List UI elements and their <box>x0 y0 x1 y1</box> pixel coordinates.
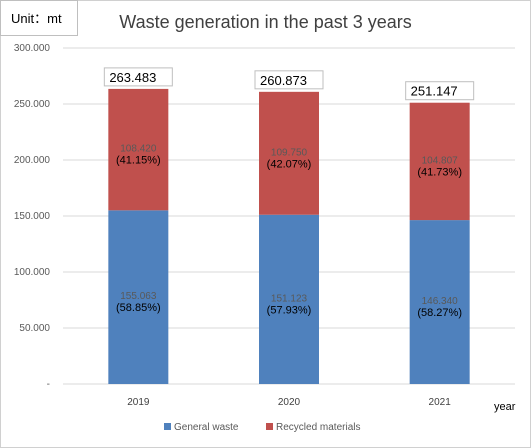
data-label-percent: (41.73%) <box>417 166 462 178</box>
bar-segment-general-waste <box>108 210 169 384</box>
data-label-value: 146.340 <box>422 296 459 307</box>
y-axis-tick-labels: - 50.000 100.000 150.000 200.000 250.000 300.0… <box>14 43 51 390</box>
bar-segment-recycled-materials <box>108 88 169 211</box>
total-label: 251.147 <box>411 84 458 99</box>
y-tick-label: 300.000 <box>14 43 51 54</box>
bar-segment-general-waste <box>409 220 470 384</box>
unit-label: Unit：mt <box>0 0 78 36</box>
y-tick-label: 200.000 <box>14 155 51 166</box>
x-category-label: 2020 <box>278 397 301 408</box>
data-label-percent: (58.85%) <box>116 302 161 314</box>
data-label-percent: (42.07%) <box>267 158 312 170</box>
bar-segment-recycled-materials <box>259 91 319 215</box>
bar-segment-general-waste <box>259 214 319 384</box>
bar-groups: 155.063(58.85%) 108.420(41.15%) 263.483 151… <box>103 67 475 384</box>
data-label-value: 151.123 <box>271 293 308 304</box>
total-label: 260.873 <box>260 73 307 88</box>
y-tick-label: 150.000 <box>14 211 51 222</box>
data-label-value: 155.063 <box>120 291 157 302</box>
bar-segment-recycled-materials <box>409 102 470 221</box>
chart-title: Waste generation in the past 3 years <box>119 12 412 32</box>
bar-group-2021: 146.340(58.27%) 104.807(41.73%) 251.147 <box>405 81 475 384</box>
legend-swatch <box>164 423 171 430</box>
y-tick-label: 100.000 <box>14 267 51 278</box>
data-label-percent: (57.93%) <box>267 304 312 316</box>
legend: General waste Recycled materials <box>164 422 360 433</box>
y-tick-label: 50.000 <box>19 323 50 334</box>
legend-label: Recycled materials <box>276 422 360 433</box>
bar-group-2020: 151.123(57.93%) 109.750(42.07%) 260.873 <box>254 70 324 384</box>
data-label-percent: (58.27%) <box>417 307 462 319</box>
bar-group-2019: 155.063(58.85%) 108.420(41.15%) 263.483 <box>103 67 173 384</box>
y-tick-label: 250.000 <box>14 99 51 110</box>
total-label-box <box>405 81 475 101</box>
legend-label: General waste <box>174 422 239 433</box>
data-label-value: 104.807 <box>422 155 459 166</box>
data-label-value: 109.750 <box>271 147 308 158</box>
total-label: 263.483 <box>109 70 156 85</box>
x-category-label: 2019 <box>127 397 150 408</box>
y-tick-label: - <box>47 379 50 390</box>
total-label-box <box>103 67 173 87</box>
data-label-percent: (41.15%) <box>116 155 161 167</box>
legend-swatch <box>266 423 273 430</box>
x-category-label: 2021 <box>429 397 452 408</box>
x-axis-category-labels: 2019 2020 2021 <box>127 397 451 408</box>
total-label-box <box>254 70 324 90</box>
data-label-value: 108.420 <box>120 144 157 155</box>
x-axis-title: year <box>494 401 516 413</box>
